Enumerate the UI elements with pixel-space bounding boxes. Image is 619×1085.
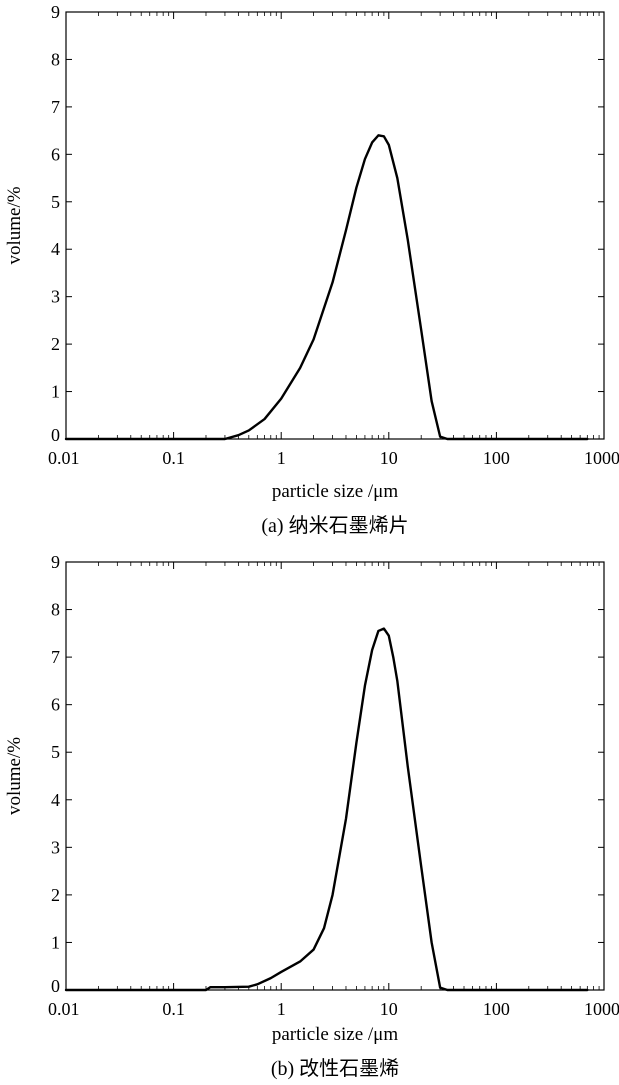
y-tick-label: 0 — [51, 976, 60, 996]
x-tick-label: 1 — [277, 999, 286, 1019]
x-tick-label: 1 — [277, 448, 286, 468]
y-tick-label: 1 — [51, 932, 60, 952]
y-tick-label: 6 — [51, 695, 60, 715]
y-tick-label: 7 — [51, 647, 60, 667]
x-tick-label: 100 — [483, 999, 510, 1019]
y-tick-label: 7 — [51, 97, 60, 117]
x-tick-label: 0.01 — [48, 448, 80, 468]
y-tick-label: 2 — [51, 885, 60, 905]
y-tick-label: 8 — [51, 49, 60, 69]
x-tick-label: 0.1 — [162, 448, 185, 468]
y-tick-label: 5 — [51, 192, 60, 212]
x-tick-label: 100 — [483, 448, 510, 468]
x-tick-label: 1000 — [584, 448, 619, 468]
y-tick-label: 3 — [51, 287, 60, 307]
y-tick-label: 0 — [51, 425, 60, 445]
plot-frame — [65, 11, 605, 440]
y-axis-label: volume/% — [4, 186, 25, 264]
chart-a: 0 1 2 3 4 5 6 7 8 9 0.01 0.1 1 10 100 1000 volume/% parti… — [4, 2, 619, 537]
y-tick-label: 4 — [51, 239, 60, 259]
figure-caption: (a) 纳米石墨烯片 — [261, 514, 408, 537]
y-tick-label: 9 — [51, 552, 60, 572]
x-tick-label: 1000 — [584, 999, 619, 1019]
x-tick-label: 0.1 — [162, 999, 185, 1019]
x-axis-label: particle size /μm — [272, 1024, 398, 1045]
y-tick-label: 3 — [51, 837, 60, 857]
x-tick-label: 10 — [380, 448, 398, 468]
chart-b: 0 1 2 3 4 5 6 7 8 9 0.01 0.1 1 10 100 1000 volume/% parti… — [4, 552, 619, 1080]
y-tick-label: 5 — [51, 742, 60, 762]
x-axis-label: particle size /μm — [272, 481, 398, 502]
y-tick-label: 2 — [51, 334, 60, 354]
plot-frame — [65, 561, 605, 991]
series-line — [64, 627, 589, 992]
y-tick-label: 9 — [51, 2, 60, 22]
y-tick-label: 4 — [51, 790, 60, 810]
y-axis-label: volume/% — [4, 737, 25, 815]
y-tick-label: 8 — [51, 600, 60, 620]
x-tick-label: 10 — [380, 999, 398, 1019]
figure-caption: (b) 改性石墨烯 — [271, 1057, 399, 1080]
y-tick-label: 1 — [51, 382, 60, 402]
y-tick-label: 6 — [51, 144, 60, 164]
series-line — [64, 134, 589, 441]
x-tick-label: 0.01 — [48, 999, 80, 1019]
